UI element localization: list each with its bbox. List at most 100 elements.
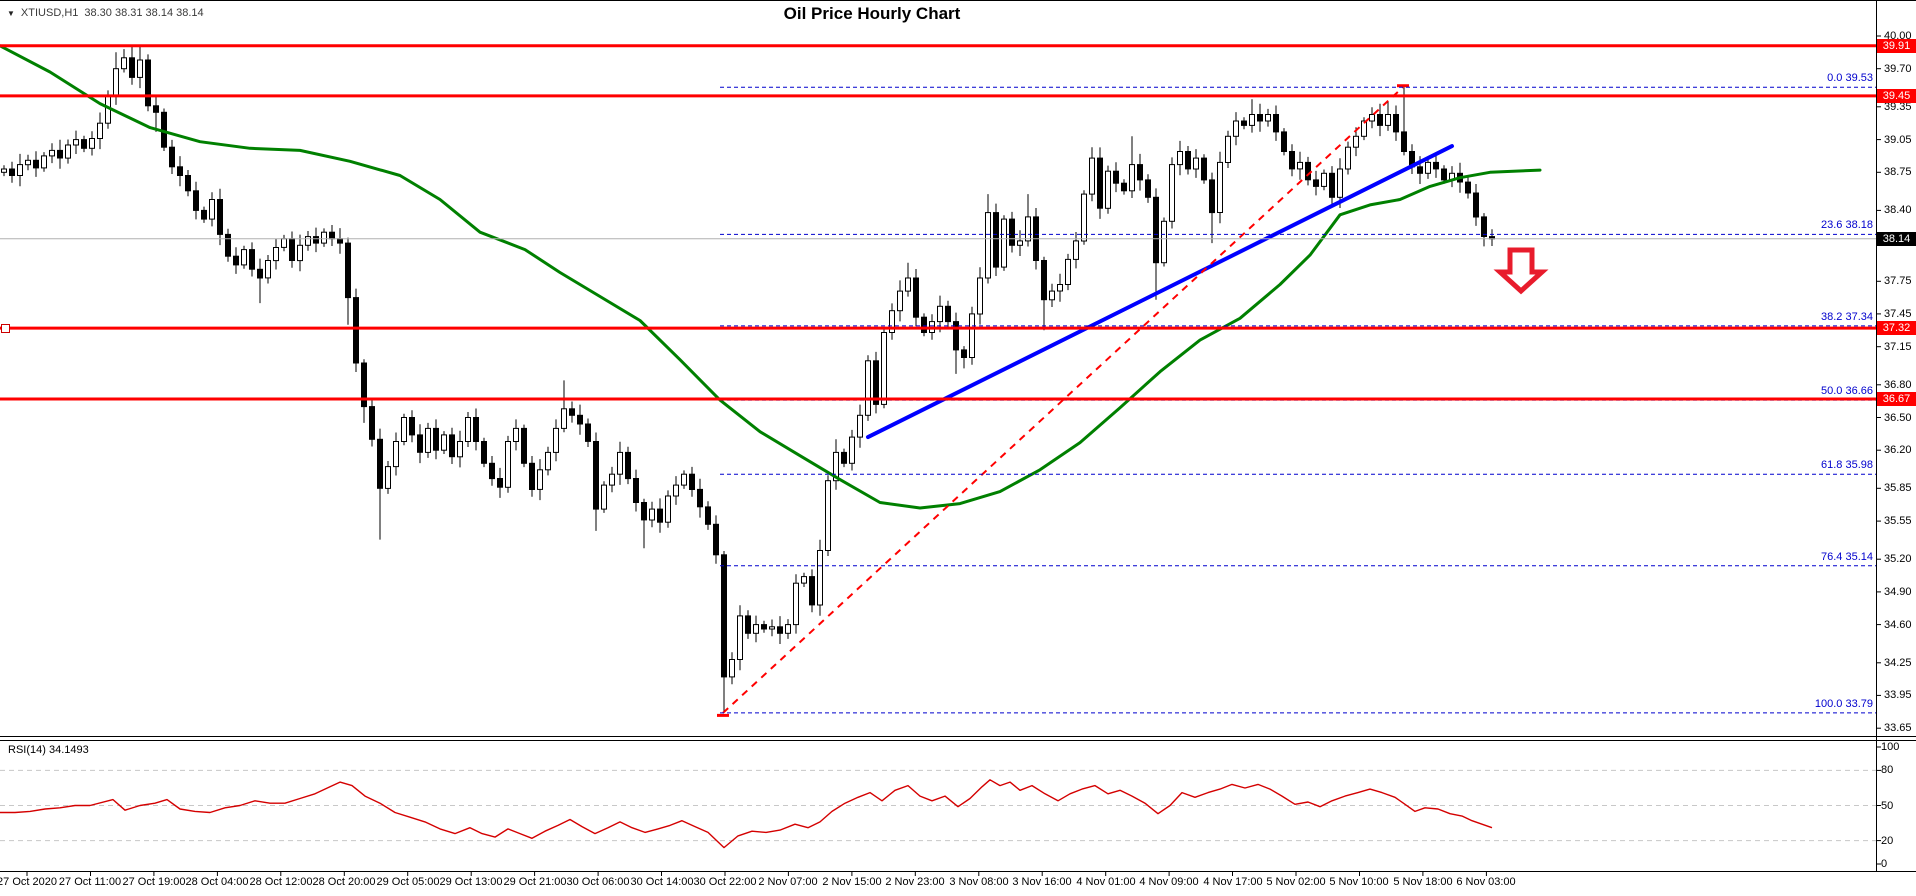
candle-bear	[1097, 157, 1103, 209]
candle-bull	[1225, 135, 1231, 164]
time-tick-label[interactable]: 5 Nov 10:00	[1329, 876, 1389, 888]
time-tick-label[interactable]: 4 Nov 09:00	[1139, 876, 1199, 888]
candle-bull	[865, 360, 871, 416]
time-tick-label[interactable]: 30 Oct 14:00	[630, 876, 694, 888]
candle-bull	[881, 332, 887, 405]
time-tick-label[interactable]: 27 Oct 19:00	[122, 876, 186, 888]
candle-bear	[569, 408, 575, 416]
candle-bear	[761, 624, 767, 630]
price-tick-label: 33.95	[1884, 689, 1912, 701]
candle-bull	[1249, 114, 1255, 126]
candle-bear	[921, 316, 927, 334]
time-tick-label[interactable]: 29 Oct 13:00	[439, 876, 503, 888]
fib-level-label: 61.8 35.98	[1821, 459, 1873, 471]
candle-bear	[433, 427, 439, 451]
candle-bear	[225, 233, 231, 257]
candle-bull	[65, 144, 71, 159]
candle-bull	[1361, 120, 1367, 137]
candle-bull	[465, 417, 471, 442]
candle-bear	[289, 238, 295, 261]
fib-anchor-low[interactable]	[717, 713, 729, 717]
candle-bull	[1321, 172, 1327, 187]
candle-bull	[121, 57, 127, 70]
candle-bull	[1089, 157, 1095, 195]
down-arrow-icon[interactable]	[1493, 247, 1549, 295]
time-tick-label[interactable]: 2 Nov 07:00	[758, 876, 818, 888]
candle-bear	[497, 478, 503, 488]
candle-bull	[385, 466, 391, 489]
candle-bear	[1273, 114, 1279, 133]
time-tick-label[interactable]: 27 Oct 11:00	[58, 876, 122, 888]
time-tick-label[interactable]: 28 Oct 12:00	[249, 876, 313, 888]
candle-bear	[409, 417, 415, 436]
symbol-readout[interactable]: ▼ XTIUSD,H1 38.30 38.31 38.14 38.14	[7, 7, 204, 19]
candle-bear	[809, 576, 815, 606]
candle-bear	[873, 360, 879, 405]
rsi-indicator-label: RSI(14) 34.1493	[8, 744, 89, 756]
price-tick-label: 37.15	[1884, 341, 1912, 353]
time-tick-label[interactable]: 4 Nov 01:00	[1076, 876, 1136, 888]
candle-bull	[25, 159, 31, 166]
symbol-dropdown-icon[interactable]: ▼	[7, 8, 15, 18]
candle-bear	[1465, 181, 1471, 194]
time-tick-label[interactable]: 3 Nov 08:00	[949, 876, 1009, 888]
fib-level-label: 50.0 36.66	[1821, 385, 1873, 397]
time-tick-label[interactable]: 29 Oct 21:00	[503, 876, 567, 888]
candle-bear	[593, 441, 599, 510]
time-tick-label[interactable]: 30 Oct 06:00	[566, 876, 630, 888]
candle-bear	[1281, 131, 1287, 152]
time-tick-label[interactable]: 28 Oct 20:00	[312, 876, 376, 888]
price-tick-label: 36.20	[1884, 444, 1912, 456]
fib-level-label: 100.0 33.79	[1814, 698, 1873, 710]
candle-bear	[1305, 161, 1311, 181]
candle-bull	[1193, 157, 1199, 170]
time-tick-label[interactable]: 5 Nov 18:00	[1393, 876, 1453, 888]
time-tick-label[interactable]: 2 Nov 15:00	[822, 876, 882, 888]
candle-bull	[113, 68, 119, 97]
candle-bull	[137, 59, 143, 78]
candle-bear	[529, 462, 535, 490]
rsi-tick-label: 100	[1881, 741, 1900, 753]
hline-drag-handle[interactable]	[1, 324, 10, 333]
time-tick-label[interactable]: 6 Nov 03:00	[1456, 876, 1516, 888]
candle-bull	[1105, 170, 1111, 209]
candle-bear	[697, 488, 703, 508]
candle-bear	[1473, 192, 1479, 218]
candle-bull	[265, 260, 271, 279]
candle-bear	[625, 451, 631, 480]
fib-anchor-high[interactable]	[1397, 84, 1409, 88]
candle-bear	[345, 242, 351, 299]
time-tick-label[interactable]: 30 Oct 22:00	[693, 876, 757, 888]
time-tick-label[interactable]: 4 Nov 17:00	[1203, 876, 1263, 888]
candle-bear	[217, 199, 223, 235]
panel-divider-bottom[interactable]	[0, 740, 1916, 741]
time-tick-label[interactable]: 28 Oct 04:00	[185, 876, 249, 888]
time-tick-label[interactable]: 29 Oct 05:00	[376, 876, 440, 888]
candle-bear	[313, 236, 319, 244]
rsi-line	[0, 779, 1493, 849]
candle-bear	[145, 59, 151, 107]
time-tick-label[interactable]: 5 Nov 02:00	[1266, 876, 1326, 888]
candle-bear	[1121, 182, 1127, 192]
axis-border	[1876, 0, 1877, 871]
candle-bull	[785, 624, 791, 634]
candle-bull	[505, 441, 511, 488]
candle-bear	[185, 175, 191, 192]
time-tick-label[interactable]: 27 Oct 2020	[0, 876, 57, 888]
candle-bear	[1009, 218, 1015, 246]
candle-bull	[937, 305, 943, 323]
candle-bull	[41, 155, 47, 169]
candle-bull	[1425, 161, 1431, 174]
candle-bear	[777, 626, 783, 634]
candle-bear	[361, 362, 367, 408]
candle-bear	[953, 321, 959, 351]
candle-bull	[1001, 218, 1007, 268]
candle-bull	[985, 212, 991, 279]
fibonacci-diagonal[interactable]	[722, 86, 1404, 714]
time-tick-label[interactable]: 2 Nov 23:00	[885, 876, 945, 888]
trendline[interactable]	[866, 144, 1454, 440]
candle-bull	[969, 313, 975, 358]
time-tick-label[interactable]: 3 Nov 16:00	[1012, 876, 1072, 888]
moving-average-line[interactable]	[0, 44, 1542, 510]
rsi-tick-label: 20	[1881, 835, 1894, 847]
